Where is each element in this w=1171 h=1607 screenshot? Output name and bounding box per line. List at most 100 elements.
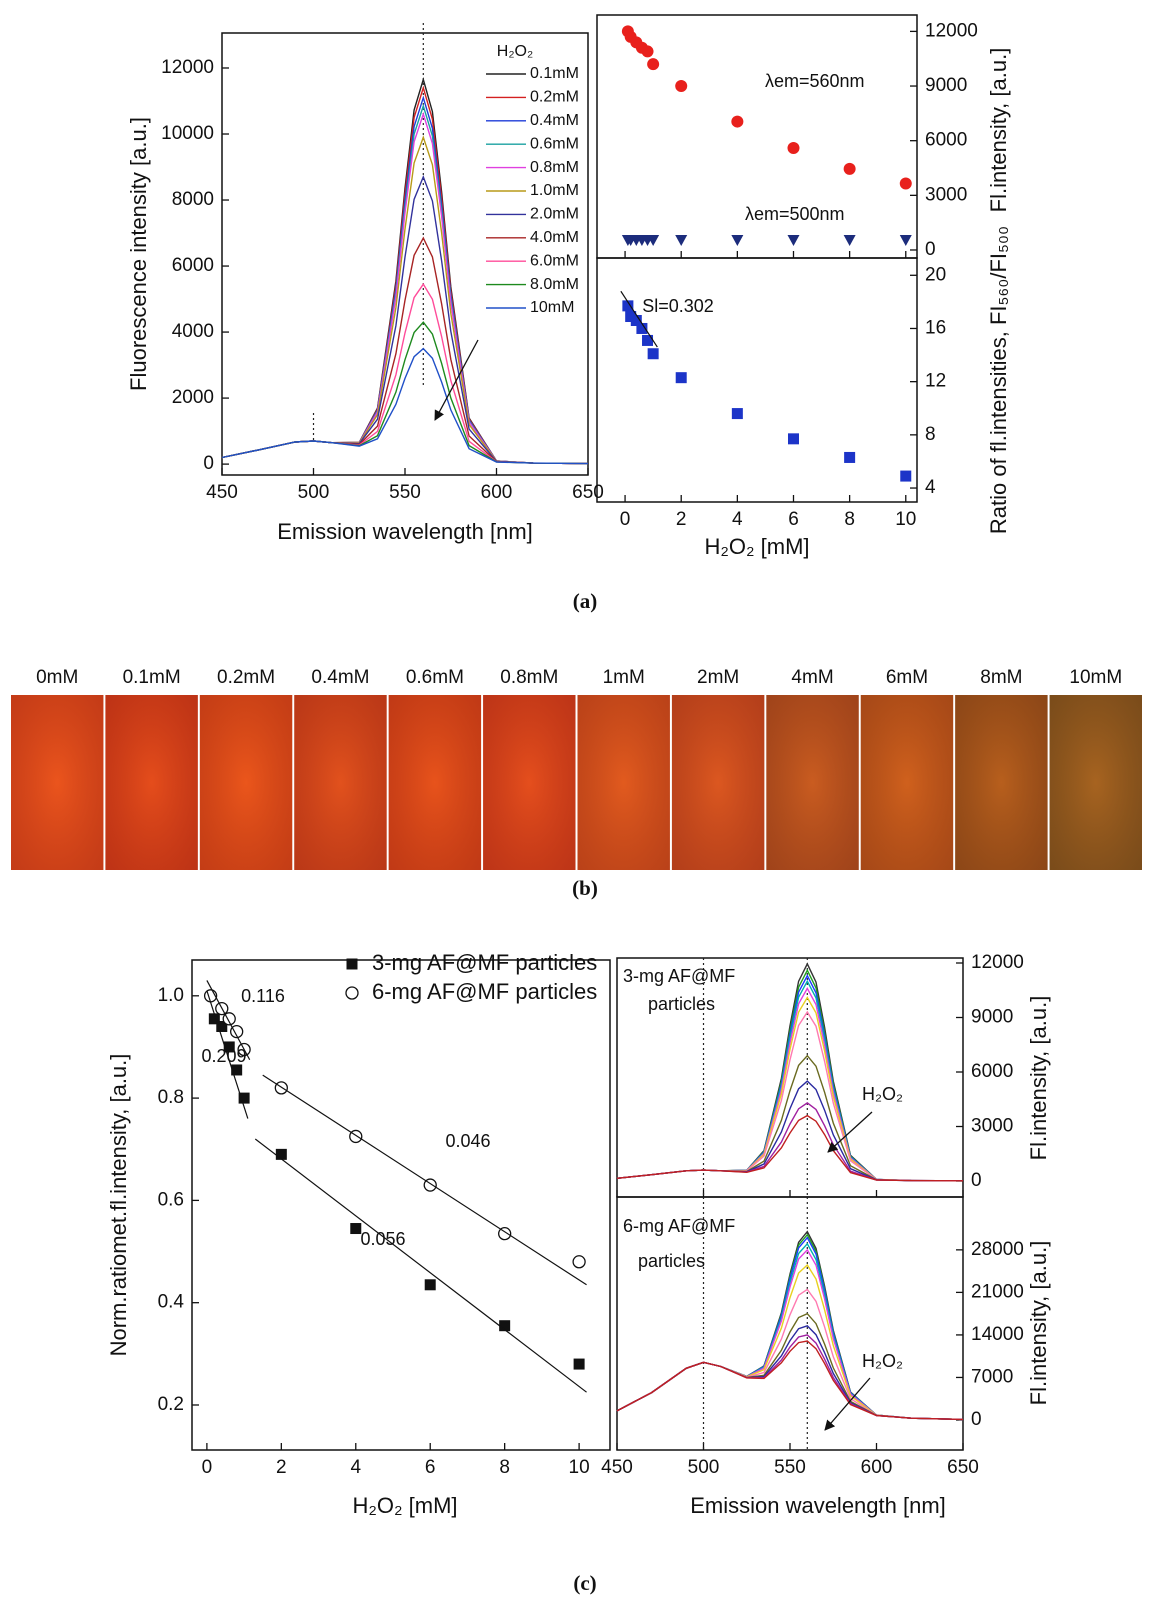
x-tick-label: 8 — [499, 1457, 510, 1478]
spectrum-line — [616, 1288, 964, 1421]
photo-shade — [105, 695, 198, 870]
x-tick-label: 550 — [389, 482, 421, 503]
y-tick-label: 2000 — [172, 387, 214, 408]
fit-line — [262, 1074, 587, 1286]
point — [731, 408, 743, 420]
caption: (a) — [573, 589, 598, 613]
photo-shade — [860, 695, 954, 870]
point — [274, 1081, 288, 1095]
x-tick-label: 500 — [688, 1457, 720, 1478]
legend-label: 8.0mM — [530, 276, 579, 293]
fit-line — [206, 980, 251, 1061]
slope-label: 0.209 — [201, 1046, 246, 1066]
spectrum-line — [616, 1340, 964, 1421]
point — [350, 1223, 362, 1235]
strip-label: 2mM — [697, 667, 739, 688]
y-tick-label: 0 — [203, 453, 214, 474]
spectrum-line — [616, 1080, 964, 1182]
photo-shade — [766, 695, 859, 870]
y-tick-label: 16 — [925, 317, 946, 338]
y-axis-label: Ratio of fl.intensities, FI₅₆₀/FI₅₀₀ — [986, 226, 1011, 534]
legend-label: 3-mg AF@MF particles — [372, 950, 597, 975]
y-tick-label: 6000 — [925, 130, 967, 151]
y-tick-label: 8 — [925, 424, 936, 445]
y-tick-label: 12 — [925, 371, 946, 392]
legend-label: 0.4mM — [530, 112, 579, 129]
annotation: particles — [638, 1251, 705, 1271]
plot-frame — [191, 959, 611, 1451]
y-tick-label: 12000 — [161, 57, 214, 78]
strip-label: 8mM — [980, 667, 1022, 688]
x-axis-label: H₂O₂ [mM] — [704, 534, 809, 559]
x-tick-label: 4 — [732, 509, 743, 530]
y-tick-label: 7000 — [971, 1366, 1013, 1387]
x-tick-label: 650 — [947, 1457, 979, 1478]
point — [424, 1279, 436, 1291]
y-tick-label: 0.2 — [158, 1394, 184, 1415]
y-tick-label: 20 — [925, 264, 946, 285]
point — [731, 234, 744, 246]
point — [208, 1013, 220, 1025]
strip-label: 0mM — [36, 667, 78, 688]
x-axis-label: Emission wavelength [nm] — [277, 519, 533, 544]
y-tick-label: 0 — [925, 239, 936, 260]
x-tick-label: 500 — [298, 482, 330, 503]
plot-frame — [596, 257, 918, 503]
point — [230, 1024, 244, 1039]
photo-shade — [199, 695, 293, 870]
legend-label: 6-mg AF@MF particles — [372, 979, 597, 1004]
point — [899, 177, 912, 190]
y-tick-label: 3000 — [971, 1116, 1013, 1137]
legend-title: H₂O₂ — [497, 43, 533, 60]
y-tick-label: 14000 — [971, 1324, 1024, 1345]
strip-label: 0.8mM — [500, 667, 558, 688]
legend-label: 4.0mM — [530, 229, 579, 246]
point — [647, 58, 660, 71]
spectrum-line — [616, 1312, 964, 1421]
x-tick-label: 0 — [202, 1457, 213, 1478]
spectrum-line — [221, 347, 589, 465]
slope-label: 0.056 — [360, 1229, 405, 1249]
x-tick-label: 0 — [620, 509, 631, 530]
point — [843, 162, 856, 175]
photo-shade — [483, 695, 576, 870]
point — [572, 1255, 586, 1269]
strip-label: 0.4mM — [311, 667, 369, 688]
y-tick-label: 0 — [971, 1170, 982, 1191]
strip-label: 0.6mM — [406, 667, 464, 688]
arrow — [827, 1111, 873, 1153]
photo-shade — [388, 695, 482, 870]
y-tick-label: 0.8 — [158, 1087, 184, 1108]
y-axis-label: Fl.intensity, [a.u.] — [986, 48, 1011, 213]
x-tick-label: 600 — [481, 482, 513, 503]
point — [223, 1041, 235, 1053]
annotation: 3-mg AF@MF — [623, 966, 735, 986]
y-tick-label: 0 — [971, 1409, 982, 1430]
x-tick-label: 600 — [861, 1457, 893, 1478]
point — [731, 115, 744, 128]
photo-shade — [955, 695, 1048, 870]
x-tick-label: 10 — [895, 509, 916, 530]
y-tick-label: 6000 — [971, 1061, 1013, 1082]
point — [238, 1092, 250, 1104]
x-tick-label: 10 — [569, 1457, 590, 1478]
point — [675, 234, 688, 246]
point — [844, 451, 856, 463]
arrow — [434, 339, 479, 421]
y-axis-label: Norm.ratiomet.fl.intensity, [a.u.] — [106, 1054, 131, 1357]
slope-label: 0.046 — [445, 1131, 490, 1151]
legend-label: 0.2mM — [530, 89, 579, 106]
y-axis-label: Fluorescence intensity [a.u.] — [126, 117, 151, 391]
strip-label: 0.2mM — [217, 667, 275, 688]
legend-label: 0.6mM — [530, 135, 579, 152]
strip-label: 4mM — [791, 667, 833, 688]
arrow — [824, 1377, 871, 1431]
spectrum-line — [616, 1102, 964, 1182]
y-tick-label: 10000 — [161, 123, 214, 144]
annotation: H₂O₂ — [862, 1351, 903, 1371]
photo-shade — [671, 695, 765, 870]
spectrum-line — [616, 1324, 964, 1421]
photo-shade — [577, 695, 670, 870]
legend-marker — [346, 958, 358, 970]
